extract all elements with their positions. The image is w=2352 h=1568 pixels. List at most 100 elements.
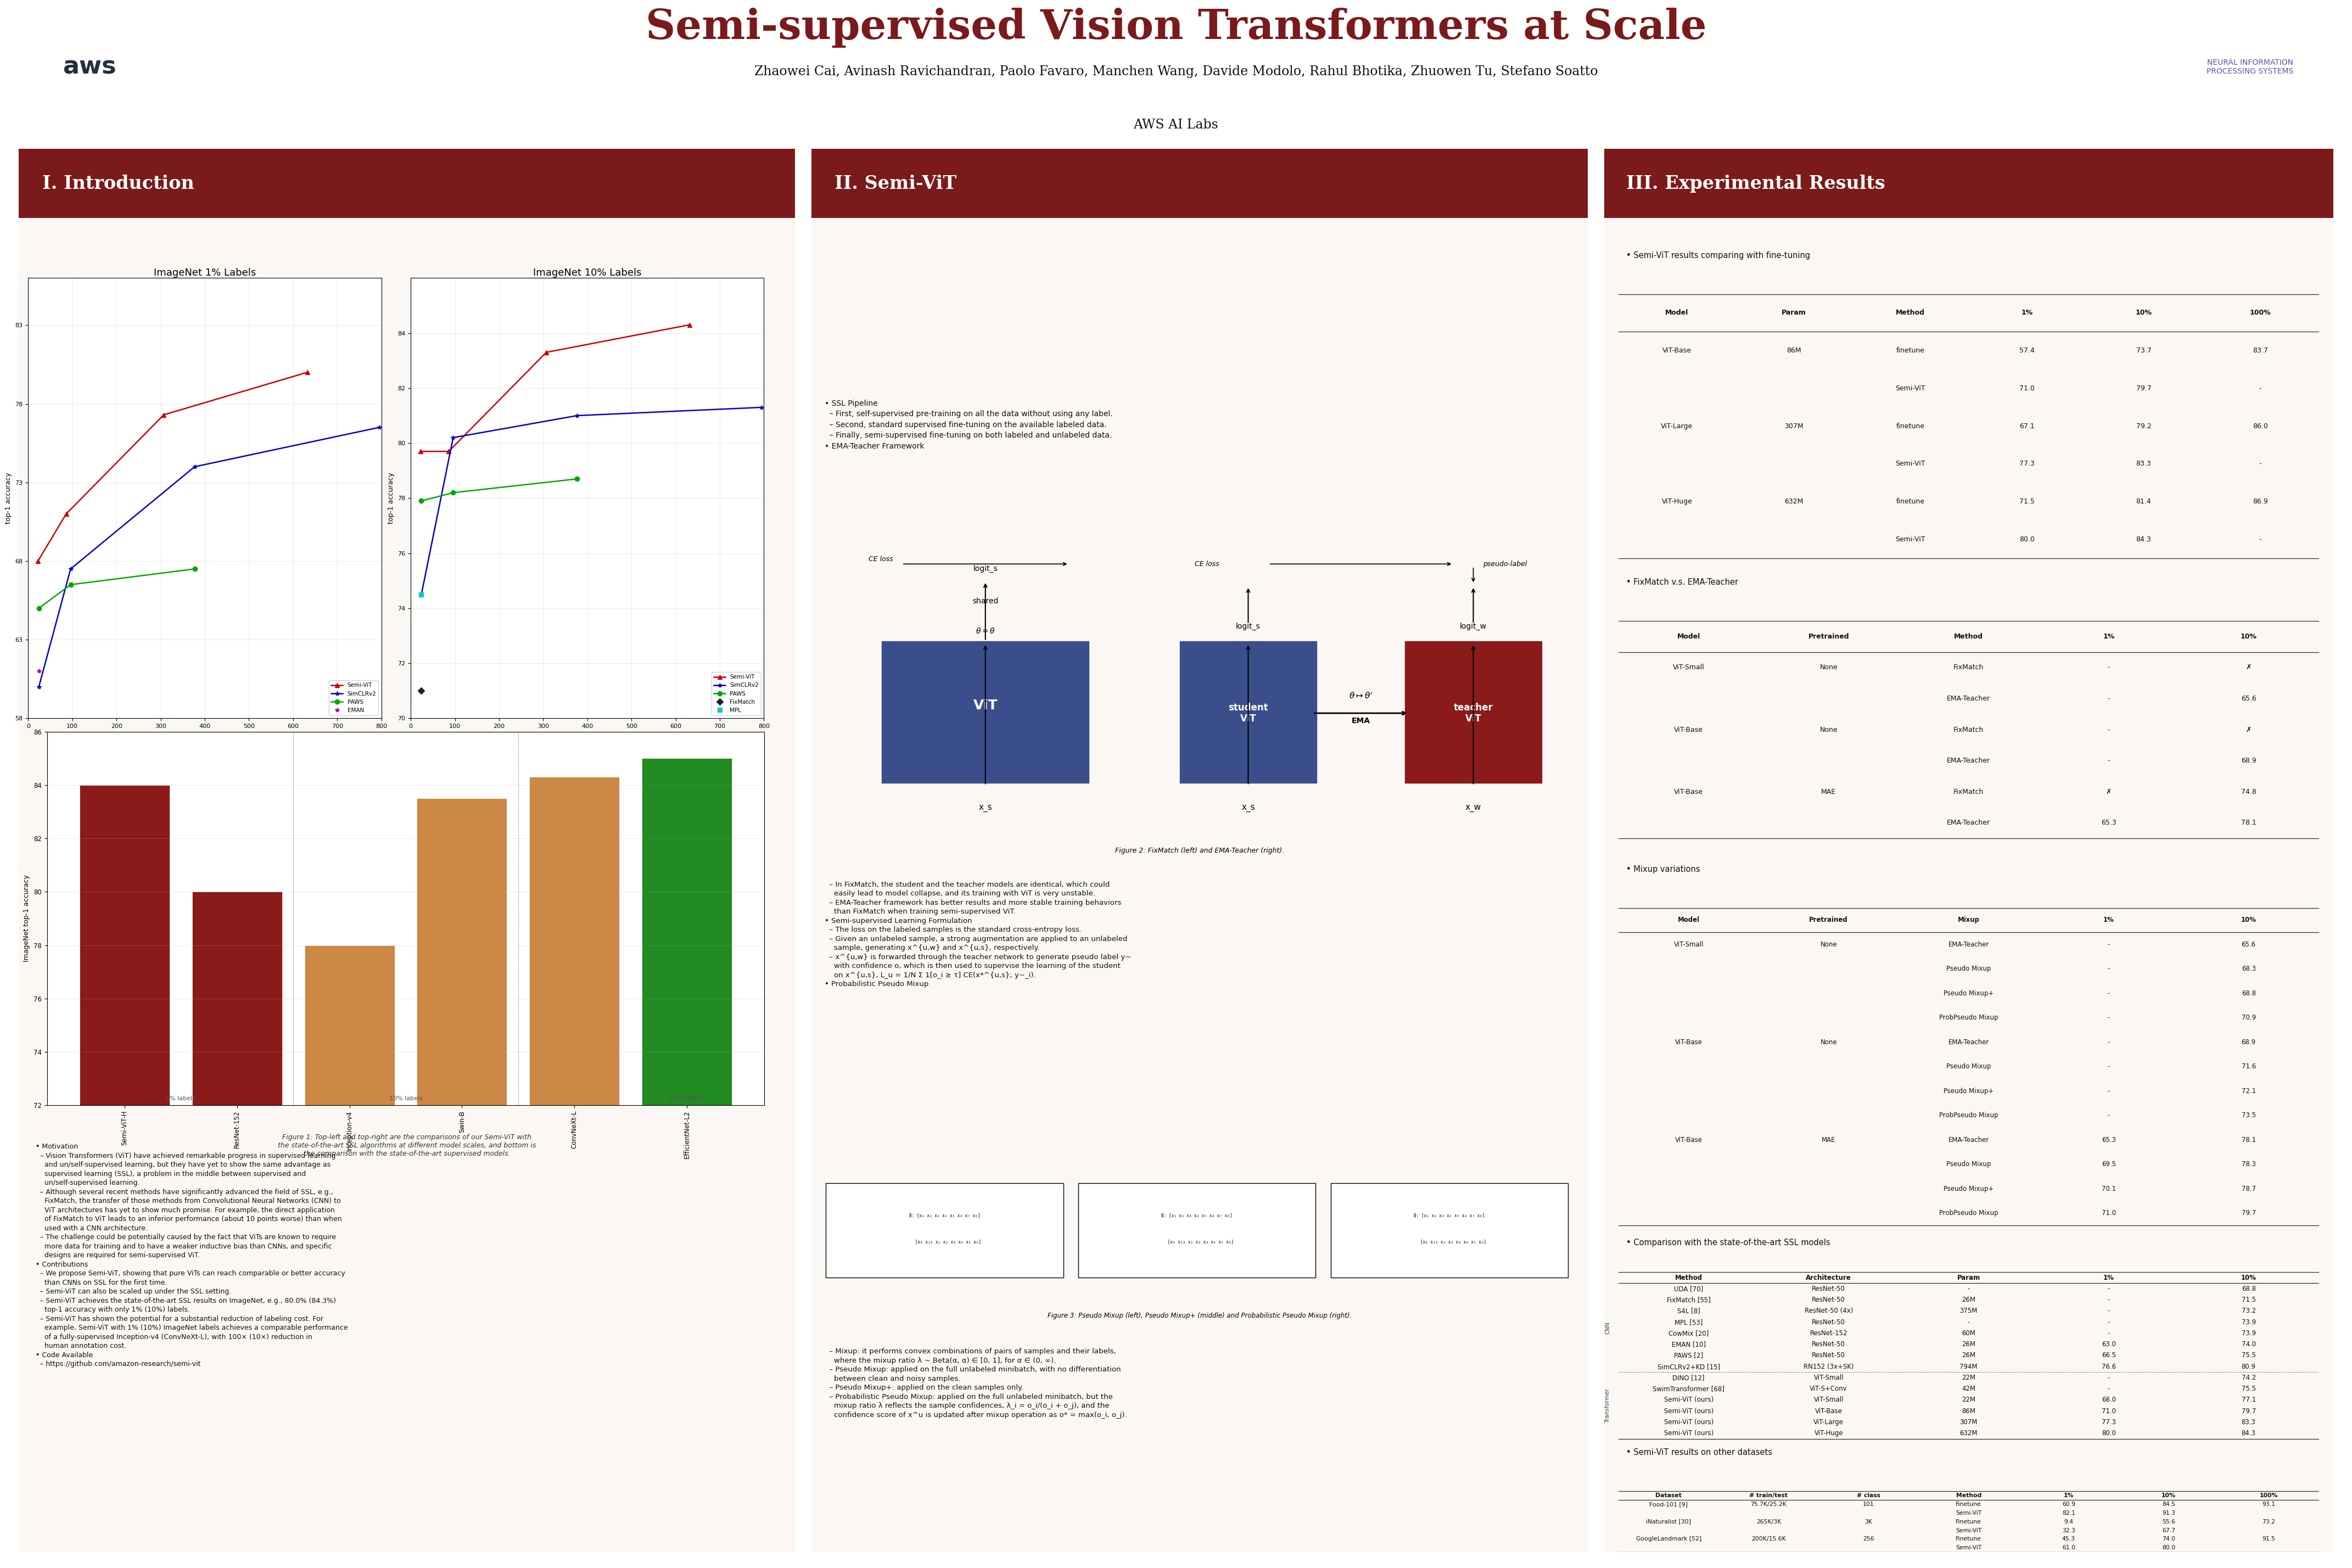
Text: 77.3: 77.3	[2100, 1419, 2117, 1425]
Text: 57.4: 57.4	[2020, 347, 2034, 354]
Text: PAWS [2]: PAWS [2]	[1675, 1352, 1703, 1359]
Text: 1%: 1%	[2103, 916, 2114, 924]
FancyBboxPatch shape	[1404, 641, 1541, 782]
Text: ResNet-50: ResNet-50	[1811, 1286, 1846, 1292]
Text: 83.3: 83.3	[2136, 461, 2152, 467]
Text: Pseudo Mixup: Pseudo Mixup	[1945, 966, 1992, 972]
Text: 79.7: 79.7	[2241, 1408, 2256, 1414]
Text: Method: Method	[1675, 1275, 1703, 1281]
Text: logit_s: logit_s	[1235, 622, 1261, 630]
Text: -: -	[2107, 1308, 2110, 1314]
Text: [x₉ x₁₀ x₁ x₂ x₃ x₄ x₅ x₆]: [x₉ x₁₀ x₁ x₂ x₃ x₄ x₅ x₆]	[908, 1239, 981, 1243]
Line: SimCLRv2: SimCLRv2	[419, 405, 764, 597]
Text: 68.3: 68.3	[2241, 966, 2256, 972]
Text: ProbPseudo Mixup: ProbPseudo Mixup	[1938, 1014, 1999, 1021]
Text: 79.7: 79.7	[2136, 384, 2152, 392]
Text: -: -	[2107, 966, 2110, 972]
SimCLRv2	[440, 428, 468, 447]
Text: 60M: 60M	[1962, 1330, 1976, 1338]
Bar	[80, 786, 169, 1568]
Text: ✗: ✗	[2246, 726, 2251, 734]
Text: 10%: 10%	[2161, 1493, 2176, 1497]
Text: teacher
ViT: teacher ViT	[1454, 702, 1494, 724]
Text: -: -	[2107, 1286, 2110, 1292]
Text: 70.1: 70.1	[2100, 1185, 2117, 1192]
PAWS	[407, 491, 435, 510]
Text: ResNet-50: ResNet-50	[1811, 1341, 1846, 1348]
Text: -: -	[2107, 1374, 2110, 1381]
Text: Pseudo Mixup+: Pseudo Mixup+	[1943, 989, 1994, 997]
Text: # class: # class	[1856, 1493, 1882, 1497]
Text: Dataset: Dataset	[1656, 1493, 1682, 1497]
Text: -: -	[2107, 1297, 2110, 1303]
Text: 70.9: 70.9	[2241, 1014, 2256, 1021]
Text: -: -	[2107, 1319, 2110, 1325]
Text: 1% labels: 1% labels	[167, 1096, 195, 1101]
Text: [x₉ x₁₀ x₁ x₂ x₃ x₄ x₅ x₆]: [x₉ x₁₀ x₁ x₂ x₃ x₄ x₅ x₆]	[1414, 1239, 1486, 1243]
FancyBboxPatch shape	[2, 147, 811, 220]
Text: B: [x₁ x₂ x₃ x₄ x₅ x₆ x₇ x₈]: B: [x₁ x₂ x₃ x₄ x₅ x₆ x₇ x₈]	[1162, 1214, 1232, 1218]
Text: Semi-ViT: Semi-ViT	[1955, 1510, 1983, 1516]
Text: Finetune: Finetune	[1957, 1519, 1980, 1524]
Text: 10%: 10%	[2241, 633, 2258, 640]
Text: ViT-Huge: ViT-Huge	[1813, 1430, 1844, 1436]
Text: • FixMatch v.s. EMA-Teacher: • FixMatch v.s. EMA-Teacher	[1625, 579, 1738, 586]
Text: DINO [12]: DINO [12]	[1672, 1374, 1705, 1381]
Text: 307M: 307M	[1959, 1419, 1978, 1425]
Text: Figure 2: FixMatch (left) and EMA-Teacher (right).: Figure 2: FixMatch (left) and EMA-Teache…	[1115, 847, 1284, 855]
Text: 22M: 22M	[1962, 1397, 1976, 1403]
Text: • Semi-ViT results comparing with fine-tuning: • Semi-ViT results comparing with fine-t…	[1625, 251, 1811, 260]
FancyBboxPatch shape	[16, 213, 797, 1557]
Text: ✗: ✗	[2105, 789, 2112, 795]
Text: 93.1: 93.1	[2263, 1501, 2274, 1507]
Text: 1%: 1%	[2020, 309, 2032, 317]
PAWS	[181, 560, 209, 579]
Text: 73.2: 73.2	[2241, 1308, 2256, 1314]
FancyBboxPatch shape	[1590, 147, 2347, 220]
Bar	[529, 778, 619, 1568]
Text: ResNet-50 (4x): ResNet-50 (4x)	[1804, 1308, 1853, 1314]
Text: ViT-Base: ViT-Base	[1675, 1137, 1703, 1143]
Text: Zhaowei Cai, Avinash Ravichandran, Paolo Favaro, Manchen Wang, Davide Modolo, Ra: Zhaowei Cai, Avinash Ravichandran, Paolo…	[755, 66, 1597, 78]
Text: Semi-ViT (ours): Semi-ViT (ours)	[1663, 1408, 1712, 1414]
Text: II. Semi-ViT: II. Semi-ViT	[835, 174, 957, 193]
Text: • Motivation
  – Vision Transformers (ViT) have achieved remarkable progress in : • Motivation – Vision Transformers (ViT)…	[35, 1143, 348, 1367]
Text: 100%: 100%	[2260, 1493, 2277, 1497]
Text: 65.6: 65.6	[2241, 695, 2256, 702]
Text: FixMatch: FixMatch	[1955, 726, 1983, 734]
Text: 26M: 26M	[1962, 1341, 1976, 1348]
Semi-ViT	[151, 406, 179, 425]
Bar	[642, 759, 731, 1568]
Text: 86M: 86M	[1962, 1408, 1976, 1414]
Text: ResNet-50: ResNet-50	[1811, 1319, 1846, 1325]
Text: 69.5: 69.5	[2100, 1160, 2117, 1168]
Text: 42M: 42M	[1962, 1385, 1976, 1392]
PAWS	[56, 575, 85, 594]
Text: 101: 101	[1863, 1501, 1875, 1507]
SimCLRv2	[365, 419, 393, 437]
Bar	[416, 798, 508, 1568]
Text: Method: Method	[1955, 633, 1983, 640]
Text: 79.2: 79.2	[2136, 422, 2152, 430]
SimCLRv2	[56, 560, 85, 579]
Text: MPL [53]: MPL [53]	[1675, 1319, 1703, 1325]
Text: 3K: 3K	[1865, 1519, 1872, 1524]
Text: 71.5: 71.5	[2020, 499, 2034, 505]
Text: III. Experimental Results: III. Experimental Results	[1625, 174, 1884, 193]
Text: 55.6: 55.6	[2161, 1519, 2176, 1524]
Text: 10% labels: 10% labels	[388, 1096, 423, 1101]
Text: EMA-Teacher: EMA-Teacher	[1947, 820, 1990, 826]
Text: 68.9: 68.9	[2241, 757, 2256, 764]
Text: SwimTransformer [68]: SwimTransformer [68]	[1653, 1385, 1724, 1392]
Text: Pretrained: Pretrained	[1809, 916, 1849, 924]
PAWS	[440, 483, 468, 502]
Text: ResNet-50: ResNet-50	[1811, 1352, 1846, 1359]
Text: -: -	[2107, 757, 2110, 764]
Text: logit_w: logit_w	[1461, 622, 1486, 630]
Text: -: -	[2107, 1330, 2110, 1338]
FancyBboxPatch shape	[826, 1184, 1063, 1278]
Text: EMA-Teacher: EMA-Teacher	[1947, 1038, 1990, 1046]
Text: ViT-Base: ViT-Base	[1675, 1038, 1703, 1046]
Text: None: None	[1820, 663, 1837, 671]
Text: iNaturalist [30]: iNaturalist [30]	[1646, 1519, 1691, 1524]
